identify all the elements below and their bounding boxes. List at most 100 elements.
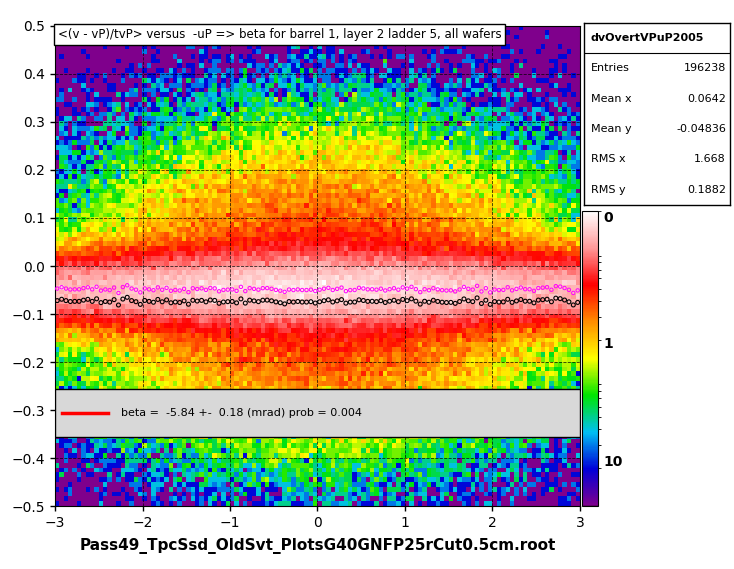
Point bbox=[375, 284, 387, 293]
Point bbox=[313, 297, 325, 306]
Point bbox=[301, 298, 313, 307]
Text: 1.668: 1.668 bbox=[694, 154, 726, 164]
Point bbox=[244, 296, 255, 305]
Point bbox=[283, 285, 295, 294]
Point bbox=[217, 298, 229, 307]
Point bbox=[532, 283, 544, 292]
Point bbox=[520, 296, 531, 306]
Point bbox=[467, 297, 479, 306]
Point bbox=[393, 285, 404, 294]
Point bbox=[406, 294, 418, 303]
Point bbox=[331, 296, 343, 306]
Point bbox=[112, 288, 124, 298]
Point bbox=[170, 286, 181, 295]
Point bbox=[458, 294, 470, 303]
Point bbox=[100, 297, 112, 306]
Point bbox=[78, 296, 90, 305]
Text: dvOvertVPuP2005: dvOvertVPuP2005 bbox=[591, 33, 704, 43]
Point bbox=[340, 287, 352, 296]
Point bbox=[60, 284, 72, 293]
Point bbox=[235, 282, 247, 291]
Point bbox=[165, 286, 177, 295]
Point bbox=[572, 298, 584, 307]
Point bbox=[541, 283, 553, 292]
Point bbox=[87, 285, 98, 294]
Point bbox=[301, 286, 313, 295]
Point bbox=[550, 282, 562, 291]
Point bbox=[471, 294, 483, 303]
Point bbox=[493, 298, 505, 307]
Point bbox=[100, 285, 112, 294]
Point bbox=[480, 296, 492, 305]
Point bbox=[283, 297, 295, 306]
Point bbox=[143, 285, 155, 294]
Point bbox=[462, 296, 474, 306]
Text: Mean x: Mean x bbox=[591, 94, 631, 104]
Point bbox=[134, 300, 146, 309]
Point bbox=[467, 285, 479, 294]
Point bbox=[498, 286, 509, 295]
Point bbox=[371, 297, 382, 306]
Point bbox=[161, 283, 172, 292]
Text: Mean y: Mean y bbox=[591, 124, 631, 134]
Point bbox=[230, 298, 242, 307]
Point bbox=[139, 284, 150, 293]
Point bbox=[213, 287, 225, 296]
Text: beta =  -5.84 +-  0.18 (mrad) prob = 0.004: beta = -5.84 +- 0.18 (mrad) prob = 0.004 bbox=[120, 407, 362, 418]
Point bbox=[292, 297, 304, 306]
Point bbox=[423, 298, 435, 307]
Point bbox=[297, 298, 308, 307]
Point bbox=[471, 281, 483, 290]
Point bbox=[432, 285, 443, 294]
Point bbox=[379, 286, 391, 295]
Point bbox=[208, 284, 220, 293]
Point bbox=[567, 288, 579, 298]
Point bbox=[458, 282, 470, 291]
Point bbox=[366, 284, 378, 294]
Point bbox=[261, 283, 273, 292]
Point bbox=[73, 297, 85, 306]
Text: -0.04836: -0.04836 bbox=[676, 124, 726, 134]
Point bbox=[205, 283, 217, 292]
Point bbox=[423, 286, 435, 295]
Point bbox=[178, 284, 190, 294]
Point bbox=[554, 294, 566, 303]
Point bbox=[476, 299, 487, 308]
Point bbox=[462, 284, 474, 294]
Point bbox=[200, 285, 212, 294]
Point bbox=[279, 299, 291, 308]
Point bbox=[275, 298, 286, 307]
Point bbox=[362, 285, 374, 294]
Point bbox=[445, 298, 457, 307]
Point bbox=[121, 281, 133, 290]
Point bbox=[103, 298, 115, 307]
Point bbox=[257, 296, 269, 305]
Point bbox=[51, 296, 63, 305]
Point bbox=[415, 287, 426, 296]
Point bbox=[340, 299, 352, 308]
Point bbox=[95, 286, 107, 295]
Point bbox=[418, 284, 430, 294]
Point bbox=[51, 284, 63, 293]
Point bbox=[353, 295, 365, 304]
Point bbox=[187, 284, 199, 293]
Point bbox=[78, 283, 90, 292]
Point bbox=[563, 285, 575, 294]
Point bbox=[520, 284, 531, 294]
Point bbox=[305, 285, 317, 294]
Point bbox=[401, 296, 413, 305]
Point bbox=[523, 284, 535, 294]
Point bbox=[511, 284, 523, 294]
Point bbox=[366, 297, 378, 306]
Point bbox=[480, 283, 492, 292]
Point bbox=[523, 296, 535, 306]
Point bbox=[130, 297, 142, 306]
Point bbox=[288, 298, 299, 307]
Point bbox=[226, 285, 238, 294]
Point bbox=[445, 286, 457, 295]
Point bbox=[545, 297, 557, 306]
Point bbox=[217, 286, 229, 295]
Point bbox=[406, 282, 418, 291]
Point bbox=[65, 297, 76, 306]
Point bbox=[313, 285, 325, 294]
